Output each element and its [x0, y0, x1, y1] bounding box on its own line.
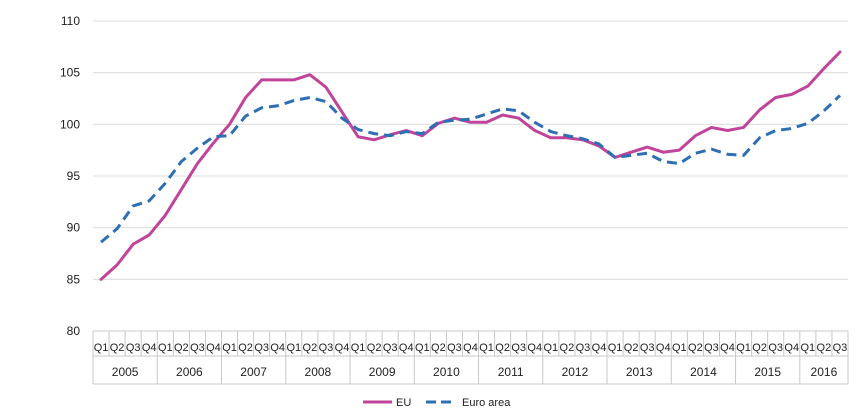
- year-label: 2009: [369, 365, 396, 379]
- x-tick-label: Q3: [576, 342, 591, 354]
- year-label: 2008: [305, 365, 332, 379]
- year-label: 2006: [176, 365, 203, 379]
- x-tick-label: Q4: [656, 342, 671, 354]
- x-tick-label: Q3: [704, 342, 719, 354]
- x-tick-label: Q2: [303, 342, 318, 354]
- x-tick-label: Q3: [190, 342, 205, 354]
- x-tick-label: Q2: [560, 342, 575, 354]
- x-tick-label: Q4: [270, 342, 285, 354]
- gridlines: [93, 20, 848, 332]
- x-tick-label: Q3: [319, 342, 334, 354]
- x-tick-label: Q3: [768, 342, 783, 354]
- x-tick-label: Q1: [736, 342, 751, 354]
- year-label: 2015: [754, 365, 781, 379]
- x-tick-label: Q1: [94, 342, 109, 354]
- x-tick-label: Q1: [672, 342, 687, 354]
- x-tick-label: Q2: [752, 342, 767, 354]
- x-tick-label: Q4: [142, 342, 157, 354]
- year-label: 2010: [433, 365, 460, 379]
- year-label: 2013: [626, 365, 653, 379]
- x-tick-label: Q2: [624, 342, 639, 354]
- x-tick-label: Q4: [206, 342, 221, 354]
- x-tick-label: Q2: [367, 342, 382, 354]
- y-tick-label: 105: [60, 66, 80, 80]
- x-tick-label: Q4: [720, 342, 735, 354]
- series-line-euro-area: [100, 94, 842, 244]
- x-tick-label: Q3: [447, 342, 462, 354]
- x-tick-label: Q3: [126, 342, 141, 354]
- series-line-eu: [99, 50, 842, 281]
- series-lines: [99, 50, 842, 281]
- x-tick-label: Q2: [688, 342, 703, 354]
- x-tick-label: Q1: [222, 342, 237, 354]
- year-label: 2016: [811, 365, 838, 379]
- x-tick-label: Q1: [351, 342, 366, 354]
- legend-label: EU: [396, 397, 411, 409]
- x-tick-label: Q4: [335, 342, 350, 354]
- x-tick-label: Q1: [800, 342, 815, 354]
- x-tick-label: Q4: [784, 342, 799, 354]
- x-tick-label: Q4: [592, 342, 607, 354]
- x-tick-label: Q1: [286, 342, 301, 354]
- x-tick-label: Q1: [479, 342, 494, 354]
- y-tick-label: 95: [67, 169, 81, 183]
- x-tick-label: Q4: [399, 342, 414, 354]
- x-tick-label: Q1: [608, 342, 623, 354]
- x-tick-label: Q3: [640, 342, 655, 354]
- x-tick-label: Q1: [158, 342, 173, 354]
- y-tick-label: 80: [67, 324, 81, 338]
- legend: EU Euro area: [363, 397, 511, 409]
- y-axis: 80 85 90 95 100 105 110: [60, 14, 80, 338]
- x-tick-label: Q3: [833, 342, 848, 354]
- x-tick-label: Q3: [254, 342, 269, 354]
- x-axis: Q1 Q2 Q3 Q4 Q1 Q2 Q3 Q4 Q1 Q2 Q3 Q4 Q1 Q2 Q3 Q4 Q1 Q2 Q3 Q4…: [92, 331, 849, 385]
- y-tick-label: 100: [60, 117, 80, 131]
- x-tick-label: Q2: [495, 342, 510, 354]
- year-label: 2007: [240, 365, 267, 379]
- y-tick-label: 110: [61, 14, 80, 28]
- x-tick-label: Q3: [511, 342, 526, 354]
- x-tick-label: Q3: [383, 342, 398, 354]
- x-tick-label: Q2: [174, 342, 189, 354]
- year-label: 2011: [498, 365, 524, 379]
- x-tick-label: Q4: [463, 342, 478, 354]
- x-tick-label: Q2: [238, 342, 253, 354]
- x-tick-label: Q1: [543, 342, 558, 354]
- year-label: 2012: [562, 365, 589, 379]
- legend-label: Euro area: [462, 397, 511, 409]
- year-label: 2014: [690, 365, 717, 379]
- y-tick-label: 85: [67, 272, 81, 286]
- year-label: 2005: [112, 365, 139, 379]
- x-tick-label: Q2: [817, 342, 832, 354]
- x-tick-label: Q2: [431, 342, 446, 354]
- y-tick-label: 90: [67, 221, 81, 235]
- x-tick-label: Q2: [110, 342, 125, 354]
- x-tick-label: Q4: [527, 342, 542, 354]
- x-tick-label: Q1: [415, 342, 430, 354]
